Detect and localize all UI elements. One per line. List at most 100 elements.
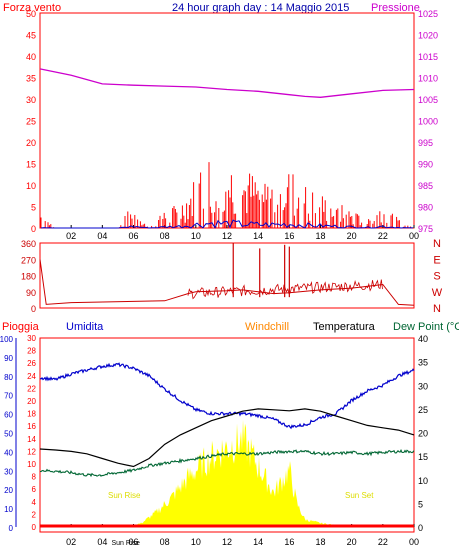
rain-tick-label: 80 — [4, 373, 13, 382]
x-tick-label: 18 — [315, 537, 325, 547]
wind-panel-frame — [39, 12, 415, 229]
wind-tick-label: 20 — [26, 138, 36, 148]
pressure-tick-label: 1015 — [418, 52, 438, 62]
rain-tick-label: 30 — [4, 467, 13, 476]
compass-label: N — [433, 303, 441, 315]
rain-tick-label: 70 — [4, 392, 13, 401]
humidity-tick-label: 10 — [27, 460, 36, 469]
rain-tick-label: 20 — [4, 486, 13, 495]
direction-line — [39, 259, 415, 306]
wind-title: Forza vento — [3, 2, 61, 14]
wind-tick-label: 15 — [26, 160, 36, 170]
temp-tick-label: 0 — [418, 523, 423, 533]
wind-tick-label: 5 — [31, 203, 36, 213]
temp-label: Temperatura — [313, 321, 376, 333]
x-tick-label: 10 — [191, 537, 201, 547]
rain-tick-label: 50 — [4, 430, 13, 439]
x-tick-label: 06 — [128, 537, 138, 547]
temp-tick-label: 40 — [418, 334, 428, 344]
humidity-tick-label: 26 — [27, 359, 36, 368]
rain-tick-label: 90 — [4, 354, 13, 363]
humidity-tick-label: 0 — [32, 523, 37, 532]
x-tick-label: 08 — [160, 537, 170, 547]
x-tick-label: 12 — [222, 231, 232, 241]
x-tick-label: 04 — [97, 537, 107, 547]
humidity-tick-label: 28 — [27, 347, 36, 356]
dewpoint-line — [39, 448, 415, 478]
temp-tick-label: 30 — [418, 381, 428, 391]
x-tick-label: 10 — [191, 231, 201, 241]
humidity-tick-label: 2 — [32, 510, 37, 519]
x-tick-label: 02 — [66, 537, 76, 547]
direction-tick-label: 0 — [31, 304, 36, 314]
dewpoint-label: Dew Point (°C — [393, 321, 459, 333]
humidity-tick-label: 30 — [27, 334, 36, 343]
solar-layer — [40, 419, 414, 527]
rain-tick-label: 10 — [4, 505, 13, 514]
humidity-tick-label: 6 — [32, 485, 37, 494]
humidity-tick-label: 12 — [27, 447, 36, 456]
humidity-tick-label: 14 — [27, 435, 36, 444]
windchill-label: Windchill — [245, 321, 289, 333]
compass-label: S — [433, 271, 440, 283]
direction-jitter — [187, 279, 383, 300]
lines-layer — [39, 68, 415, 528]
x-tick-label: 14 — [253, 537, 263, 547]
chart-title: 24 hour graph day : 14 Maggio 2015 — [172, 2, 349, 14]
temp-tick-label: 5 — [418, 499, 423, 509]
humidity-tick-label: 22 — [27, 384, 36, 393]
pressure-tick-label: 1000 — [418, 117, 438, 127]
wind-tick-label: 45 — [26, 31, 36, 41]
pressure-title: Pressione — [371, 2, 420, 14]
wind-tick-label: 10 — [26, 181, 36, 191]
sun-rise-tick: Sun Rise — [112, 540, 141, 547]
pressure-tick-label: 980 — [418, 203, 433, 213]
humidity-label: Umidita — [66, 321, 104, 333]
temp-tick-label: 10 — [418, 476, 428, 486]
direction-tick-label: 360 — [21, 239, 36, 249]
wind-tick-label: 0 — [31, 224, 36, 234]
pressure-tick-label: 1005 — [418, 95, 438, 105]
pressure-tick-label: 975 — [418, 224, 433, 234]
pressure-tick-label: 1025 — [418, 9, 438, 19]
temp-tick-label: 15 — [418, 452, 428, 462]
x-tick-label: 16 — [284, 537, 294, 547]
temperature-line — [39, 408, 415, 468]
rain-tick-label: 60 — [4, 411, 13, 420]
x-tick-label: 22 — [378, 231, 388, 241]
wind-tick-label: 30 — [26, 95, 36, 105]
humidity-line — [39, 362, 415, 430]
temp-tick-label: 20 — [418, 429, 428, 439]
humidity-tick-label: 8 — [32, 473, 37, 482]
wind-tick-label: 40 — [26, 52, 36, 62]
compass-label: W — [432, 287, 443, 299]
solar-area — [40, 419, 414, 527]
wind-tick-label: 35 — [26, 74, 36, 84]
rain-tick-label: 0 — [9, 524, 14, 533]
pressure-tick-label: 985 — [418, 181, 433, 191]
x-tick-label: 22 — [378, 537, 388, 547]
x-tick-label: 00 — [409, 231, 419, 241]
pressure-tick-label: 990 — [418, 160, 433, 170]
humidity-tick-label: 20 — [27, 397, 36, 406]
x-tick-label: 20 — [347, 537, 357, 547]
direction-panel-frame — [39, 242, 415, 309]
humidity-tick-label: 24 — [27, 372, 36, 381]
x-tick-label: 16 — [284, 231, 294, 241]
direction-tick-label: 270 — [21, 255, 36, 265]
gust-line — [40, 219, 414, 229]
temp-panel-frame — [39, 337, 415, 533]
rain-tick-label: 100 — [0, 335, 14, 344]
direction-tick-label: 90 — [26, 288, 36, 298]
pressure-tick-label: 1010 — [418, 74, 438, 84]
x-tick-label: 08 — [160, 231, 170, 241]
x-tick-label: 00 — [409, 537, 419, 547]
pressure-line — [39, 68, 415, 98]
x-tick-label: 06 — [128, 231, 138, 241]
pressure-tick-label: 995 — [418, 138, 433, 148]
humidity-tick-label: 18 — [27, 410, 36, 419]
compass-label: N — [433, 238, 441, 250]
rain-tick-label: 40 — [4, 448, 13, 457]
x-tick-label: 20 — [347, 231, 357, 241]
